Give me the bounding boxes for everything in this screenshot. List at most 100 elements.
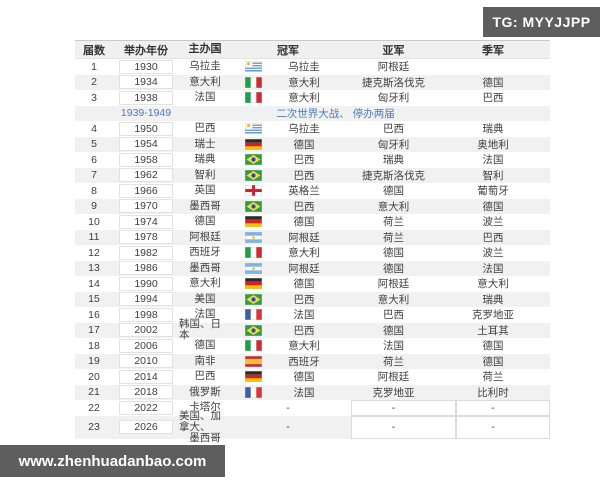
host-cell: 韩国、日本 (179, 318, 221, 342)
host-cell: 法国 (194, 91, 216, 104)
champion-cell: 巴西 (245, 152, 351, 168)
runner-up-cell: 克罗地亚 (372, 386, 415, 399)
year-cell: 1974 (113, 214, 179, 230)
flag-germany-icon (245, 371, 262, 383)
year-cell: 1998 (113, 307, 179, 323)
third-place-cell: 德国 (482, 340, 504, 353)
year-cell: 1970 (113, 199, 179, 215)
third-place-cell: 瑞典 (482, 123, 504, 136)
host-cell: 意大利 (189, 277, 221, 290)
edition-cell: 14 (88, 277, 100, 290)
runner-up-cell: 巴西 (383, 123, 404, 136)
host-cell: 乌拉圭 (189, 60, 221, 73)
edition-cell: 4 (91, 122, 97, 135)
champion-cell: 巴西 (245, 168, 351, 184)
table-row: 17 2002 韩国、日本 巴西 德国 土耳其 (75, 318, 550, 342)
third-place-cell (456, 106, 550, 122)
edition-cell: 12 (88, 246, 100, 259)
champion-cell: 乌拉圭 (245, 59, 351, 75)
year-cell: 2010 (113, 354, 179, 370)
host-cell: 美国 (194, 292, 216, 305)
runner-up-cell: 巴西 (383, 309, 404, 322)
champion-cell: 法国 (245, 307, 351, 323)
war-note-row: 1939-1949 二次世界大战、 停办两届 (75, 105, 550, 122)
flag-italy-icon (245, 76, 262, 88)
edition-cell: 18 (88, 339, 100, 352)
host-cell: 英国 (194, 184, 216, 197)
host-cell: 巴西 (194, 122, 216, 135)
tg-watermark-text: TG: MYYJJPP (492, 14, 591, 30)
column-header-third-place: 季军 (482, 44, 504, 57)
host-cell: 瑞典 (194, 153, 216, 166)
edition-cell: 5 (91, 138, 97, 151)
champion-cell: 巴西 (245, 199, 351, 215)
edition-cell: 10 (88, 215, 100, 228)
year-cell: 1982 (113, 245, 179, 261)
year-cell: 1978 (113, 230, 179, 246)
table-row: 10 1974 德国 德国 荷兰 波兰 (75, 214, 550, 230)
runner-up-cell: 阿根廷 (377, 371, 410, 384)
year-cell: 2006 (113, 338, 179, 354)
host-cell: 南非 (194, 354, 216, 367)
champion-cell: 德国 (245, 276, 351, 292)
table-row: 20 2014 巴西 德国 阿根廷 荷兰 (75, 369, 550, 385)
runner-up-cell: 荷兰 (383, 216, 404, 229)
column-header-champion: 冠军 (277, 44, 299, 57)
edition-cell: 15 (88, 293, 100, 306)
third-place-cell: 法国 (482, 262, 504, 275)
year-cell: 2002 (113, 323, 179, 339)
third-place-cell: 波兰 (482, 247, 504, 260)
flag-england-icon (245, 185, 262, 197)
runner-up-cell: - (351, 400, 456, 416)
third-place-cell: - (456, 415, 550, 439)
table-row: 2 1934 意大利 意大利 捷克斯洛伐克 德国 (75, 74, 550, 91)
edition-cell: 13 (88, 262, 100, 275)
host-cell: 意大利 (189, 75, 221, 88)
table-row: 22 2022 卡塔尔 - - - (75, 400, 550, 416)
edition-cell: 6 (91, 153, 97, 166)
host-cell: 德国 (194, 339, 216, 352)
war-note-text: 二次世界大战、 停办两届 (276, 107, 395, 120)
third-place-cell: - (456, 400, 550, 416)
column-header-runner-up: 亚军 (382, 44, 405, 57)
edition-cell (75, 106, 113, 122)
edition-cell: 21 (88, 386, 100, 399)
third-place-cell: 德国 (482, 76, 504, 89)
edition-cell: 20 (88, 370, 100, 383)
champion-cell: 意大利 (245, 75, 351, 91)
table-row: 21 2018 俄罗斯 法国 克罗地亚 比利时 (75, 384, 550, 400)
runner-up-cell: 德国 (383, 324, 404, 337)
champion-cell: 阿根廷 (245, 261, 351, 277)
flag-uruguay-icon (245, 123, 262, 135)
host-cell: 巴西 (194, 370, 216, 383)
flag-germany-icon (245, 138, 262, 150)
runner-up-cell: 德国 (383, 185, 404, 198)
runner-up-cell: 瑞典 (383, 154, 404, 167)
third-place-cell: 智利 (482, 169, 504, 182)
host-cell: 俄罗斯 (189, 385, 221, 398)
host-cell: 墨西哥 (189, 261, 221, 274)
champion-cell: - (286, 421, 290, 434)
table-row: 1 1930 乌拉圭 乌拉圭 阿根廷 (75, 59, 550, 75)
table-header-row: 届数 举办年份 主办国 冠军 亚军 季军 (75, 40, 550, 59)
table-row: 11 1978 阿根廷 阿根廷 荷兰 巴西 (75, 229, 550, 246)
year-cell: 2014 (113, 369, 179, 385)
host-cell: 德国 (194, 215, 216, 228)
site-watermark-text: www.zhenhuadanbao.com (18, 452, 207, 470)
host-cell (179, 106, 245, 122)
flag-brazil-icon (245, 324, 262, 336)
flag-germany-icon (245, 216, 262, 228)
runner-up-cell: 德国 (383, 247, 404, 260)
champion-cell: 巴西 (245, 292, 351, 308)
third-place-cell (456, 59, 550, 75)
champion-cell: 意大利 (245, 90, 351, 106)
year-cell: 1930 (113, 59, 179, 75)
edition-cell: 9 (91, 200, 97, 213)
year-cell: 1954 (113, 137, 179, 153)
edition-cell: 1 (91, 60, 97, 73)
champion-cell: - (286, 401, 290, 414)
column-header-host: 主办国 (188, 43, 222, 55)
host-cell: 阿根廷 (189, 230, 221, 243)
third-place-cell: 土耳其 (477, 324, 509, 337)
edition-cell: 2 (91, 76, 97, 89)
